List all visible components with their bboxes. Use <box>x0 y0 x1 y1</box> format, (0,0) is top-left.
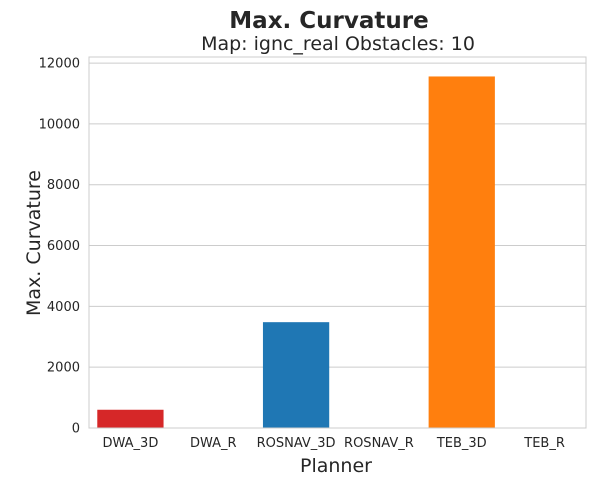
bar-teb-3d <box>428 76 495 429</box>
x-tick-label: ROSNAV_3D <box>257 436 336 451</box>
x-tick-label: DWA_3D <box>103 436 159 451</box>
y-tick-label: 4000 <box>47 300 80 315</box>
x-tick-label: TEB_3D <box>436 436 487 451</box>
x-tick-label: ROSNAV_R <box>344 436 414 451</box>
plot-frame <box>88 56 587 429</box>
y-axis-label: Max. Curvature <box>23 170 45 316</box>
y-tick-label: 0 <box>72 422 80 437</box>
y-tick-label: 12000 <box>39 57 80 72</box>
y-tick-label: 6000 <box>47 239 80 254</box>
x-tick-labels: DWA_3D DWA_R ROSNAV_3D ROSNAV_R TEB_3D TEB_R <box>103 436 565 451</box>
bar-rosnav-3d <box>262 322 330 428</box>
x-tick-label: DWA_R <box>190 436 237 451</box>
y-tick-label: 2000 <box>47 361 80 376</box>
chart-subtitle: Map: ignc_real Obstacles: 10 <box>201 33 475 55</box>
bars <box>97 76 495 429</box>
y-tick-labels: 0 2000 4000 6000 8000 10000 12000 <box>39 57 80 437</box>
gridlines <box>89 62 586 429</box>
x-axis-label: Planner <box>300 455 372 477</box>
y-tick-label: 10000 <box>39 117 80 132</box>
chart-title: Max. Curvature <box>229 8 428 34</box>
y-tick-label: 8000 <box>47 178 80 193</box>
x-tick-label: TEB_R <box>523 436 565 451</box>
bar-dwa-3d <box>97 409 164 428</box>
